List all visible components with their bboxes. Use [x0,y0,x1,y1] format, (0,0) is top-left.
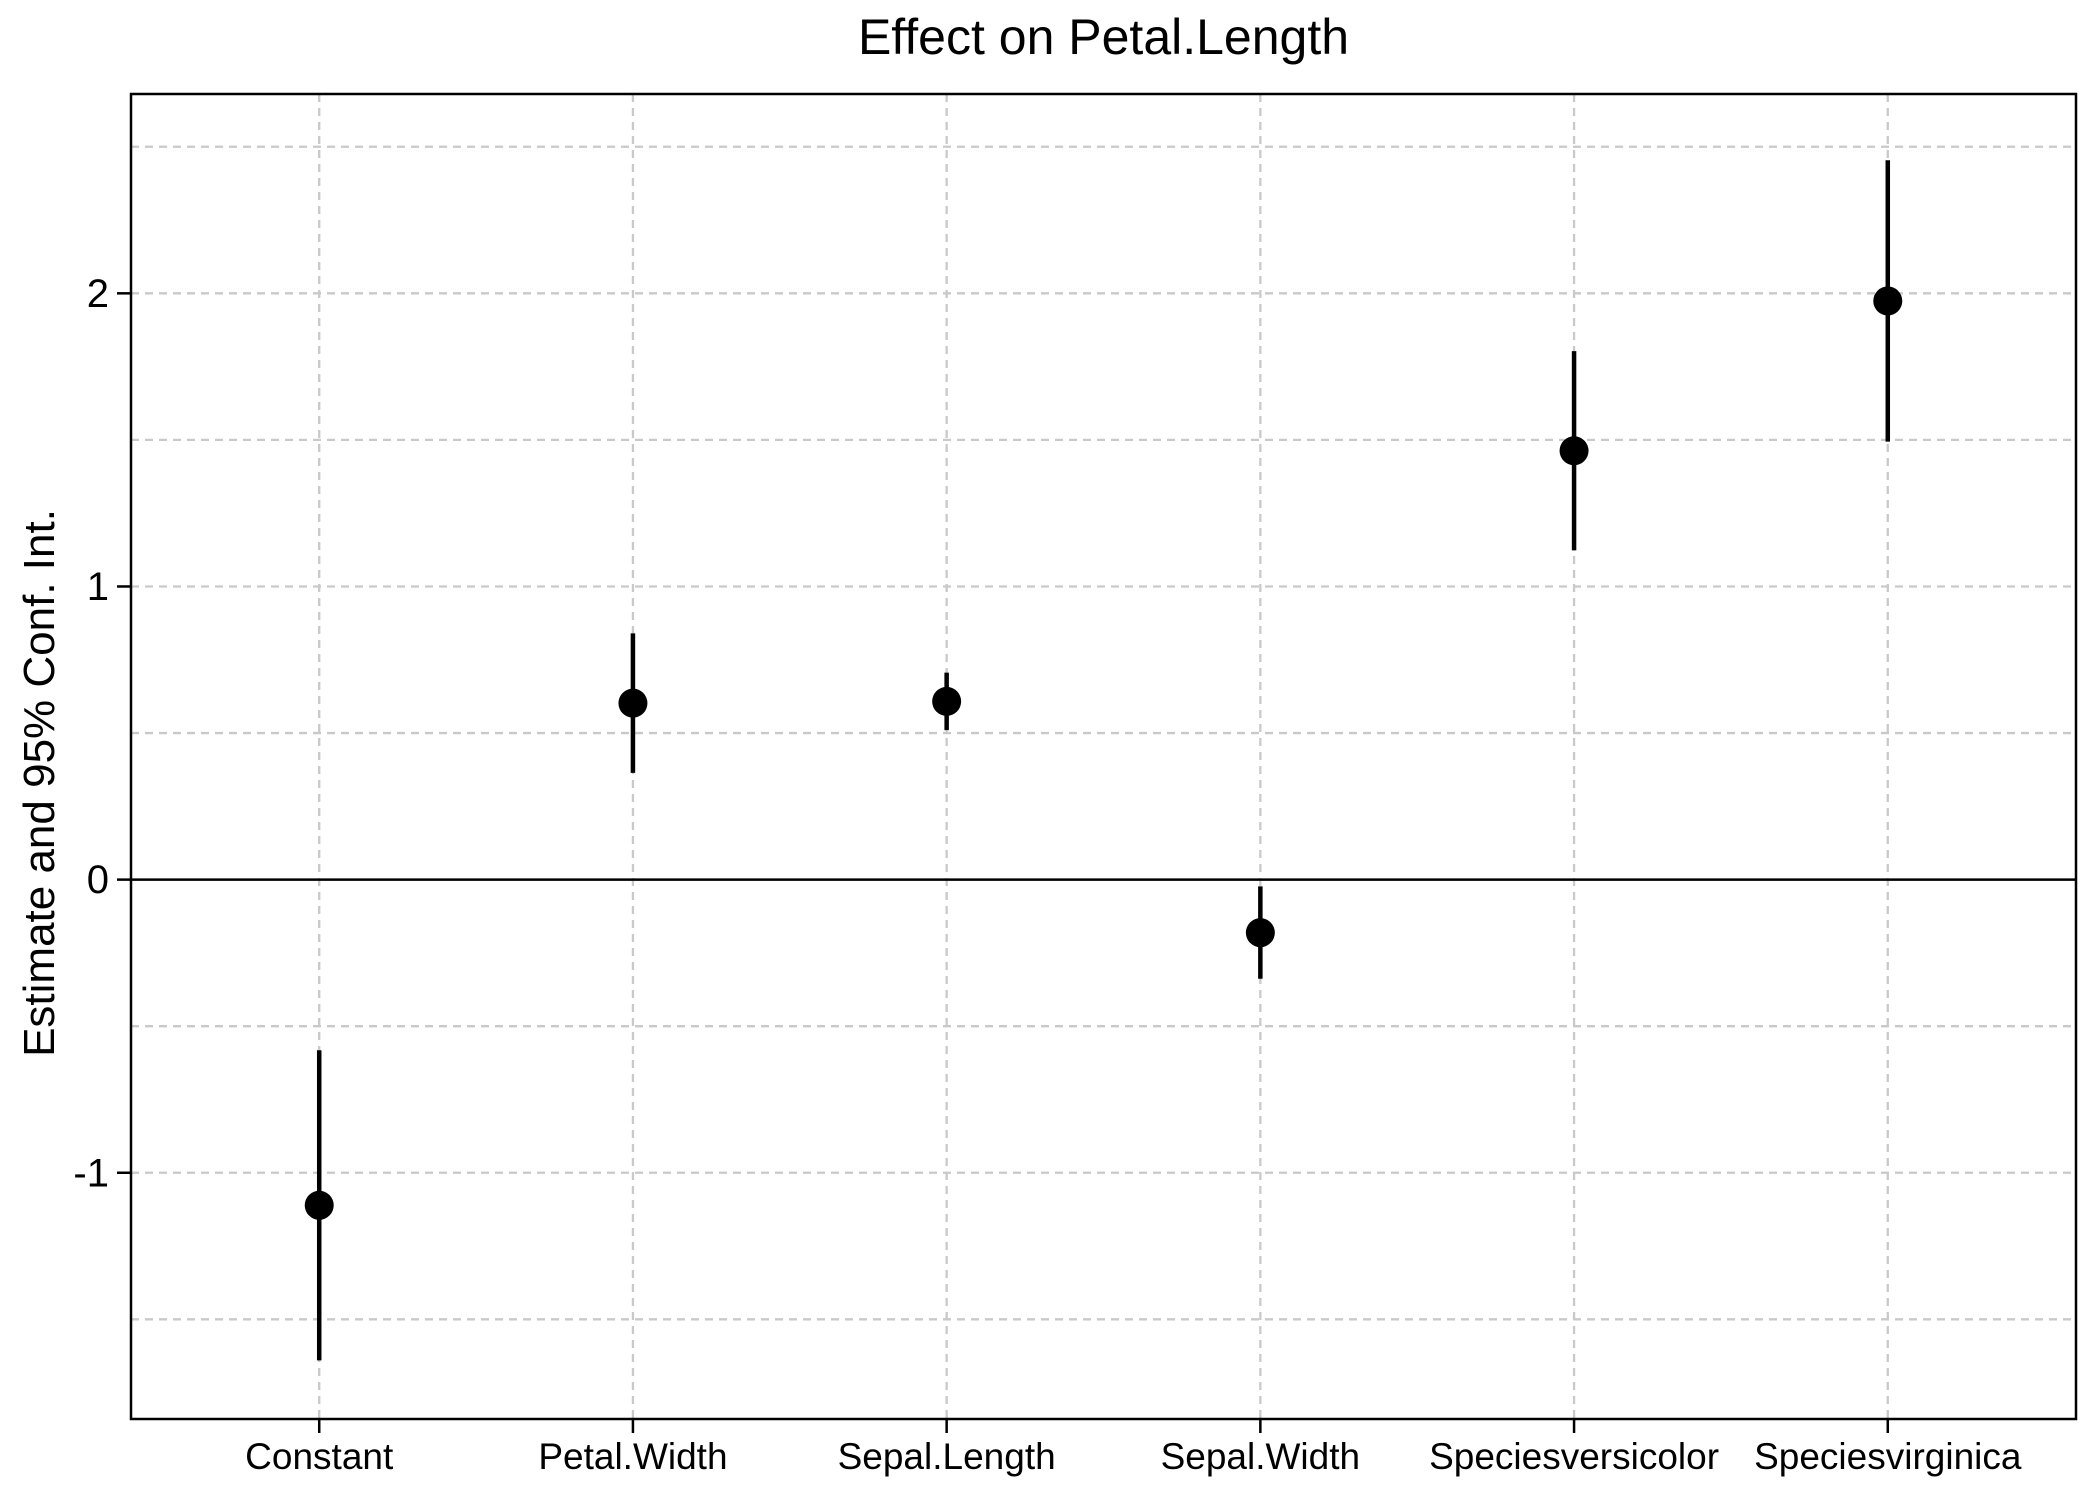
y-tick-label-0: 0 [87,858,109,902]
estimate-point-constant [304,1190,334,1220]
x-tick-label-sepal.width: Sepal.Width [1161,1436,1361,1477]
estimate-point-speciesvirginica [1873,286,1903,316]
estimate-point-sepal.length [932,686,962,716]
x-tick-label-petal.width: Petal.Width [538,1436,727,1477]
plot-frame [129,92,2078,1421]
y-tick-label-2: 2 [87,272,109,316]
chart-title: Effect on Petal.Length [857,9,1350,65]
estimate-point-sepal.width [1245,918,1275,948]
y-tick-label--1: -1 [73,1151,109,1195]
estimate-point-speciesversicolor [1559,436,1589,466]
x-tick-label-constant: Constant [245,1436,394,1477]
x-tick-label-speciesvirginica: Speciesvirginica [1754,1436,2022,1477]
y-tick-label-1: 1 [87,565,109,609]
estimate-point-petal.width [618,688,648,718]
x-tick-label-sepal.length: Sepal.Length [838,1436,1056,1477]
x-tick-label-speciesversicolor: Speciesversicolor [1429,1436,1719,1477]
